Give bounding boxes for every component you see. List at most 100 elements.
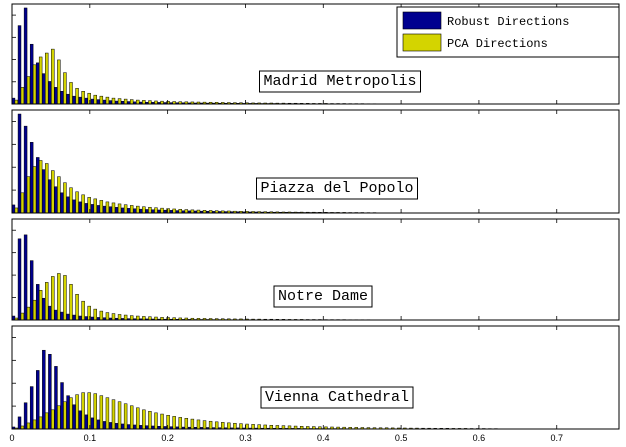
robust-bar [96,419,101,430]
panel-label-text: Madrid Metropolis [263,73,416,90]
panel-label-text: Vienna Cathedral [265,389,409,406]
robust-bar [60,192,64,214]
panel-label-box [259,70,421,93]
pca-bar [172,416,176,430]
pca-bar [87,392,91,430]
robust-bar [54,366,58,430]
panel-2: Piazza del Popolo [11,109,620,214]
pca-bar [142,409,146,430]
pca-bar [99,95,104,105]
pca-bar [257,424,261,430]
robust-bar [17,238,22,321]
pca-bar [202,420,207,430]
robust-bar [17,113,22,214]
pca-bar [117,203,122,214]
pca-bar [245,423,249,430]
pca-bar [129,99,134,105]
robust-bar [66,93,70,105]
robust-bar [48,81,52,105]
robust-bar [23,7,28,105]
robust-bar [36,62,40,105]
pca-bar [63,72,67,105]
pca-bar [75,294,79,321]
pca-bar [166,208,170,214]
pca-bar [32,166,37,214]
pca-bar [20,87,25,105]
pca-bar [148,411,152,430]
panel-frame [11,109,620,214]
pca-bar [178,417,182,430]
pca-bar [57,59,61,105]
robust-bar [90,204,95,214]
pca-bar [69,187,73,214]
panel-frame [11,218,620,321]
robust-bar [54,186,58,214]
pca-bar [123,98,128,105]
pca-bar [196,419,201,430]
pca-bar [105,96,110,105]
pca-bar [69,82,73,105]
pca-bar [69,284,73,321]
pca-bar [117,401,122,430]
pca-bar [208,420,213,430]
panel-label: Piazza del Popolo [256,177,418,200]
robust-bar [102,421,107,430]
pca-bar [269,425,274,430]
robust-bar [108,206,113,214]
pca-bar [275,425,280,430]
pca-bar [129,405,134,430]
pca-bar [26,176,31,214]
pca-bar [142,316,146,321]
pca-bar [129,205,134,214]
robust-bar [17,416,22,430]
robust-bar [78,201,82,214]
pca-bar [45,52,49,105]
robust-bar [139,425,143,430]
robust-bar [96,99,101,105]
legend-swatch [402,33,442,52]
robust-bar [127,424,131,430]
pca-bar [166,415,170,430]
pca-bar [57,273,61,321]
x-tick-label: 0.5 [395,433,408,443]
pca-bar [263,424,267,430]
robust-bar [114,423,119,430]
robust-bar [36,284,40,321]
pca-bar [87,92,91,105]
pca-bar [184,418,189,430]
legend-entry-label: Robust Directions [447,15,569,29]
pca-bar [99,395,104,430]
pca-bar [32,419,37,430]
pca-bar [38,56,43,105]
x-tick-label: 0.7 [550,433,563,443]
pca-bar [136,407,140,430]
pca-bar [38,290,43,321]
robust-bar [17,25,22,105]
robust-bar [78,96,82,105]
pca-bar [136,99,140,105]
pca-bar [227,422,231,430]
robust-bar [96,205,101,214]
robust-bar [102,99,107,105]
pca-bar [233,422,237,430]
robust-bar [108,100,113,105]
pca-bar [111,313,116,321]
robust-bar [42,73,46,105]
robust-bar [102,205,107,214]
x-tick-label: 0.4 [317,433,330,443]
panel-4: Vienna Cathedral [11,325,620,430]
robust-bar [42,297,46,321]
pca-bar [81,300,85,321]
panels-layer: Madrid Metropolis Piazza del Popolo Notre … [11,3,620,430]
pca-bar [38,160,43,214]
robust-bar [48,179,52,214]
panel-label-text: Piazza del Popolo [260,180,413,197]
robust-bar [121,423,125,430]
pca-bar [123,204,128,214]
pca-bar [93,393,97,430]
robust-bar [72,314,76,321]
panel-label: Notre Dame [273,285,373,308]
pca-bar [172,208,176,214]
panel-label-box [260,386,414,409]
